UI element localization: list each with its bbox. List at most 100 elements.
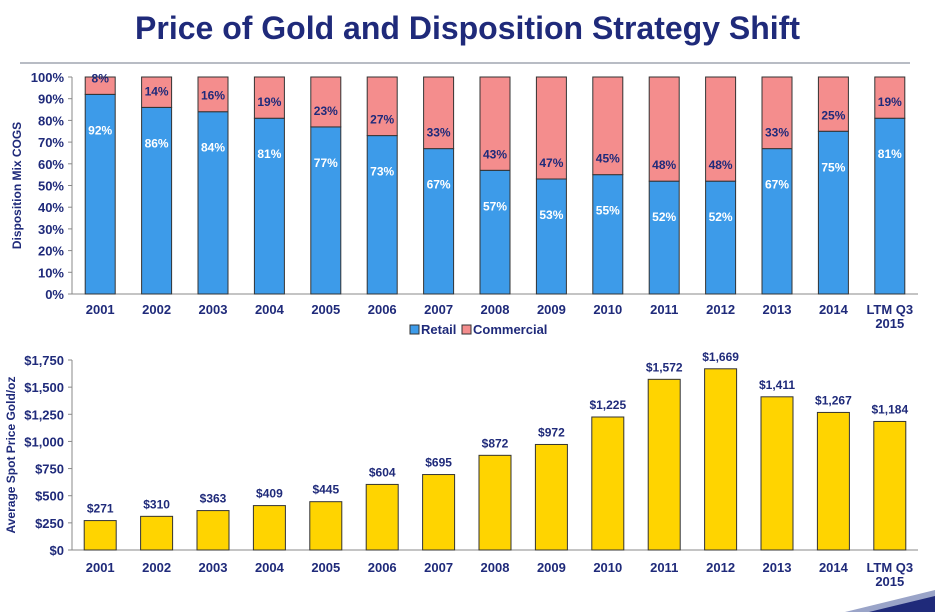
x-tick-label: 2003 [199,302,228,317]
x-tick-label: 2015 [875,316,904,331]
commercial-data-label: 33% [765,126,789,140]
commercial-data-label: 47% [539,156,563,170]
commercial-bar [761,76,793,150]
y-tick-label: 40% [38,200,64,215]
y-tick-label: 80% [38,113,64,128]
y-tick-label: $250 [35,516,64,531]
x-tick-label: 2012 [706,302,735,317]
x-tick-label: 2014 [819,560,849,575]
retail-data-label: 81% [878,147,902,161]
retail-bar [366,135,398,295]
retail-data-label: 55% [596,204,620,218]
x-tick-label: 2006 [368,560,397,575]
y-tick-label: $0 [50,543,64,558]
commercial-data-label: 14% [145,84,169,98]
y-tick-label: 30% [38,222,64,237]
y-tick-label: 60% [38,157,64,172]
commercial-bar [648,76,680,182]
retail-bar [535,178,567,295]
x-tick-label: 2002 [142,302,171,317]
price-bar [816,411,850,551]
y-tick-label: 100% [31,70,65,85]
x-tick-label: 2001 [86,560,115,575]
retail-bar [84,93,116,295]
commercial-data-label: 25% [821,108,845,122]
legend-retail-swatch [409,324,420,335]
price-bar [252,505,286,551]
commercial-data-label: 16% [201,89,225,103]
price-bar [591,416,625,551]
price-bar [365,483,399,551]
retail-data-label: 84% [201,141,225,155]
price-data-label: $1,225 [589,398,626,412]
commercial-data-label: 19% [257,95,281,109]
commercial-data-label: 33% [427,126,451,140]
commercial-bar [253,76,285,119]
commercial-data-label: 48% [709,158,733,172]
commercial-bar [874,76,906,119]
commercial-data-label: 27% [370,113,394,127]
price-data-label: $1,669 [702,350,739,364]
price-data-label: $1,572 [646,360,683,374]
price-bar [534,443,568,551]
price-data-label: $363 [200,492,227,506]
retail-bar [197,111,229,295]
retail-data-label: 73% [370,165,394,179]
x-tick-label: 2007 [424,560,453,575]
price-bar [478,454,512,551]
price-data-label: $695 [425,456,452,470]
x-tick-label: 2015 [875,574,904,589]
x-tick-label: 2004 [255,302,285,317]
commercial-data-label: 19% [878,95,902,109]
price-bar [704,368,738,551]
retail-data-label: 52% [709,210,733,224]
y-tick-label: 20% [38,244,64,259]
y-axis-title: Disposition Mix COGS [10,122,24,249]
price-bar [309,501,343,551]
y-tick-label: $1,000 [24,434,64,449]
y-tick-label: 90% [38,92,64,107]
legend-retail-label: Retail [421,322,456,337]
price-bar [422,474,456,551]
x-tick-label: 2008 [481,302,510,317]
price-data-label: $972 [538,425,565,439]
x-tick-label: 2014 [819,302,849,317]
legend-commercial-swatch [461,324,472,335]
retail-bar [423,148,455,295]
x-tick-label: LTM Q3 [866,560,913,575]
retail-data-label: 77% [314,156,338,170]
commercial-data-label: 48% [652,158,676,172]
commercial-data-label: 45% [596,152,620,166]
commercial-bar [592,76,624,176]
retail-bar [817,130,849,295]
y-axis-title: Average Spot Price Gold/oz [4,377,18,534]
x-tick-label: 2011 [650,302,678,317]
retail-data-label: 86% [145,136,169,150]
x-tick-label: 2006 [368,302,397,317]
retail-bar [253,117,285,295]
commercial-bar [423,76,455,150]
retail-bar [141,106,173,295]
x-tick-label: 2009 [537,302,566,317]
title-divider [20,62,910,64]
retail-data-label: 75% [821,160,845,174]
retail-data-label: 92% [88,123,112,137]
price-bar [140,515,174,551]
commercial-data-label: 43% [483,147,507,161]
x-tick-label: 2009 [537,560,566,575]
price-data-label: $409 [256,487,283,501]
retail-data-label: 53% [539,208,563,222]
retail-data-label: 57% [483,199,507,213]
commercial-bar [535,76,567,180]
y-tick-label: $1,250 [24,407,64,422]
price-bar [83,520,117,551]
x-tick-label: 2005 [311,302,340,317]
x-tick-label: 2010 [593,560,622,575]
x-tick-label: 2013 [763,302,792,317]
commercial-bar [479,76,511,171]
price-data-label: $1,267 [815,393,852,407]
x-tick-label: 2012 [706,560,735,575]
x-tick-label: 2007 [424,302,453,317]
y-tick-label: $500 [35,489,64,504]
